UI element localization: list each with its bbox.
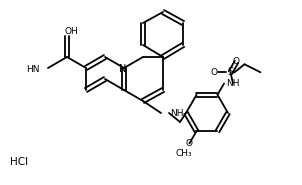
Text: NH: NH bbox=[170, 108, 184, 117]
Text: O: O bbox=[211, 68, 218, 77]
Text: O: O bbox=[186, 139, 193, 148]
Text: OH: OH bbox=[64, 26, 78, 36]
Text: HCl: HCl bbox=[10, 157, 28, 167]
Text: S: S bbox=[227, 67, 233, 77]
Text: O: O bbox=[233, 57, 240, 66]
Text: CH₃: CH₃ bbox=[175, 149, 192, 157]
Text: HN: HN bbox=[27, 65, 40, 73]
Text: NH: NH bbox=[226, 79, 239, 88]
Text: N: N bbox=[119, 64, 127, 74]
